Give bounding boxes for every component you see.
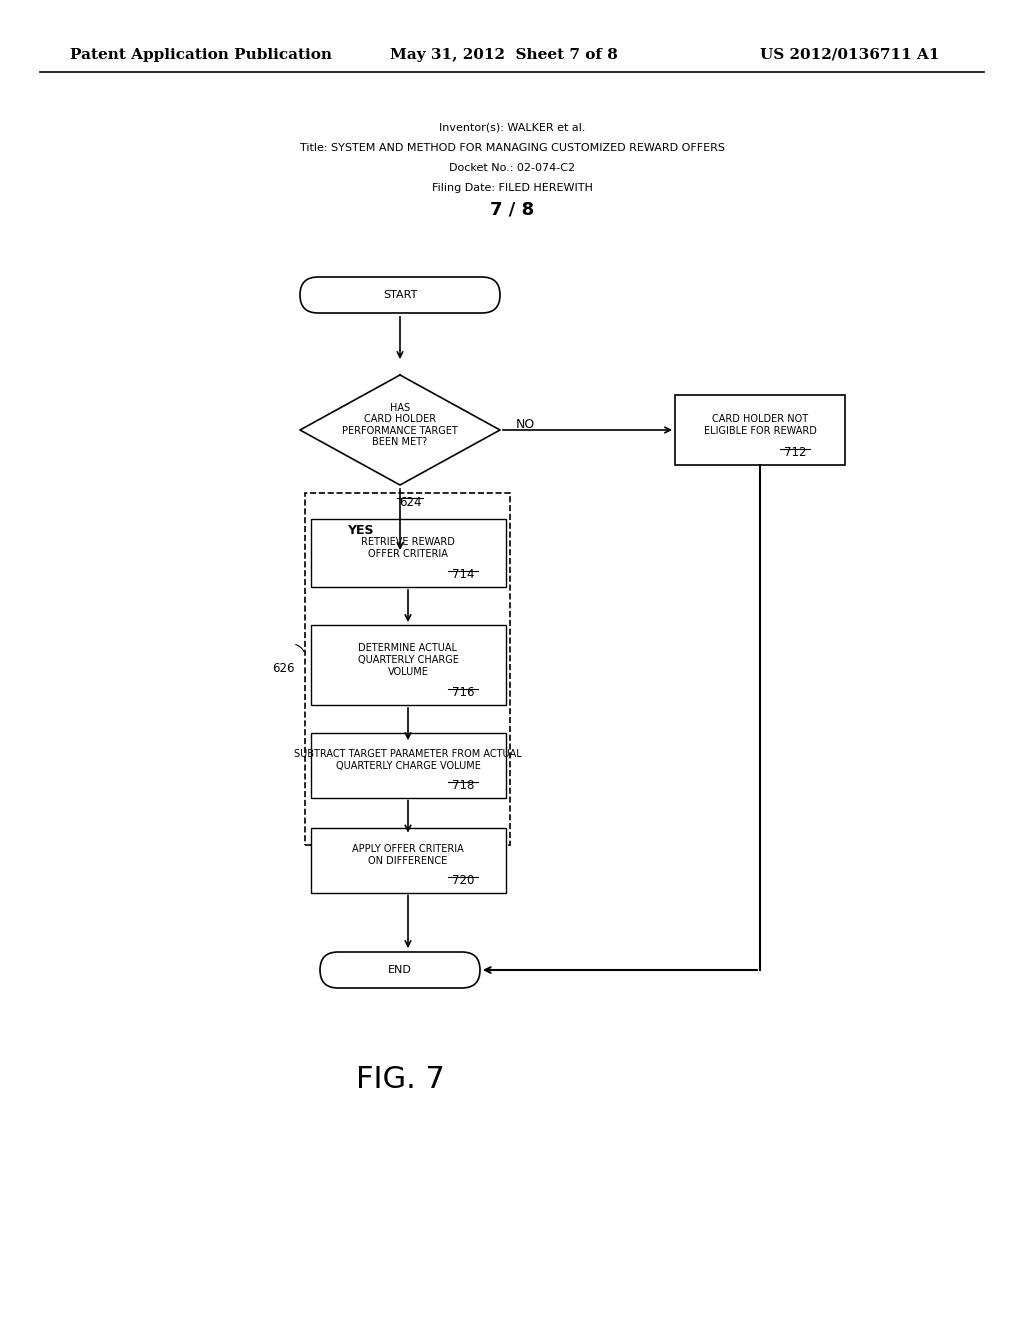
Text: Inventor(s): WALKER et al.: Inventor(s): WALKER et al.: [438, 123, 586, 133]
Bar: [310, 733, 506, 797]
Text: 626: 626: [271, 663, 294, 676]
Text: 714: 714: [452, 569, 474, 582]
Text: NO: NO: [515, 418, 535, 432]
Text: 718: 718: [452, 779, 474, 792]
Text: CARD HOLDER NOT
ELIGIBLE FOR REWARD: CARD HOLDER NOT ELIGIBLE FOR REWARD: [703, 414, 816, 436]
Text: YES: YES: [347, 524, 374, 536]
Bar: [310, 828, 506, 892]
Text: Patent Application Publication: Patent Application Publication: [70, 48, 332, 62]
Text: May 31, 2012  Sheet 7 of 8: May 31, 2012 Sheet 7 of 8: [390, 48, 617, 62]
Bar: [305, 492, 510, 845]
Text: 712: 712: [783, 446, 806, 459]
Text: Docket No.: 02-074-C2: Docket No.: 02-074-C2: [449, 162, 575, 173]
Text: SUBTRACT TARGET PARAMETER FROM ACTUAL
QUARTERLY CHARGE VOLUME: SUBTRACT TARGET PARAMETER FROM ACTUAL QU…: [294, 750, 522, 771]
Text: END: END: [388, 965, 412, 975]
FancyBboxPatch shape: [319, 952, 480, 987]
Text: FIG. 7: FIG. 7: [355, 1065, 444, 1094]
Text: DETERMINE ACTUAL
QUARTERLY CHARGE
VOLUME: DETERMINE ACTUAL QUARTERLY CHARGE VOLUME: [357, 643, 459, 677]
Text: 624: 624: [398, 496, 421, 510]
Text: 716: 716: [452, 686, 474, 700]
Text: START: START: [383, 290, 417, 300]
Text: 720: 720: [452, 874, 474, 887]
Bar: [310, 519, 506, 587]
Text: Filing Date: FILED HEREWITH: Filing Date: FILED HEREWITH: [431, 183, 593, 193]
Text: APPLY OFFER CRITERIA
ON DIFFERENCE: APPLY OFFER CRITERIA ON DIFFERENCE: [352, 845, 464, 866]
Text: RETRIEVE REWARD
OFFER CRITERIA: RETRIEVE REWARD OFFER CRITERIA: [361, 537, 455, 558]
Text: Title: SYSTEM AND METHOD FOR MANAGING CUSTOMIZED REWARD OFFERS: Title: SYSTEM AND METHOD FOR MANAGING CU…: [299, 143, 725, 153]
Text: 7 / 8: 7 / 8: [489, 201, 535, 219]
Text: US 2012/0136711 A1: US 2012/0136711 A1: [760, 48, 939, 62]
FancyBboxPatch shape: [300, 277, 500, 313]
Bar: [675, 395, 845, 465]
Bar: [310, 624, 506, 705]
Text: HAS
CARD HOLDER
PERFORMANCE TARGET
BEEN MET?: HAS CARD HOLDER PERFORMANCE TARGET BEEN …: [342, 403, 458, 447]
